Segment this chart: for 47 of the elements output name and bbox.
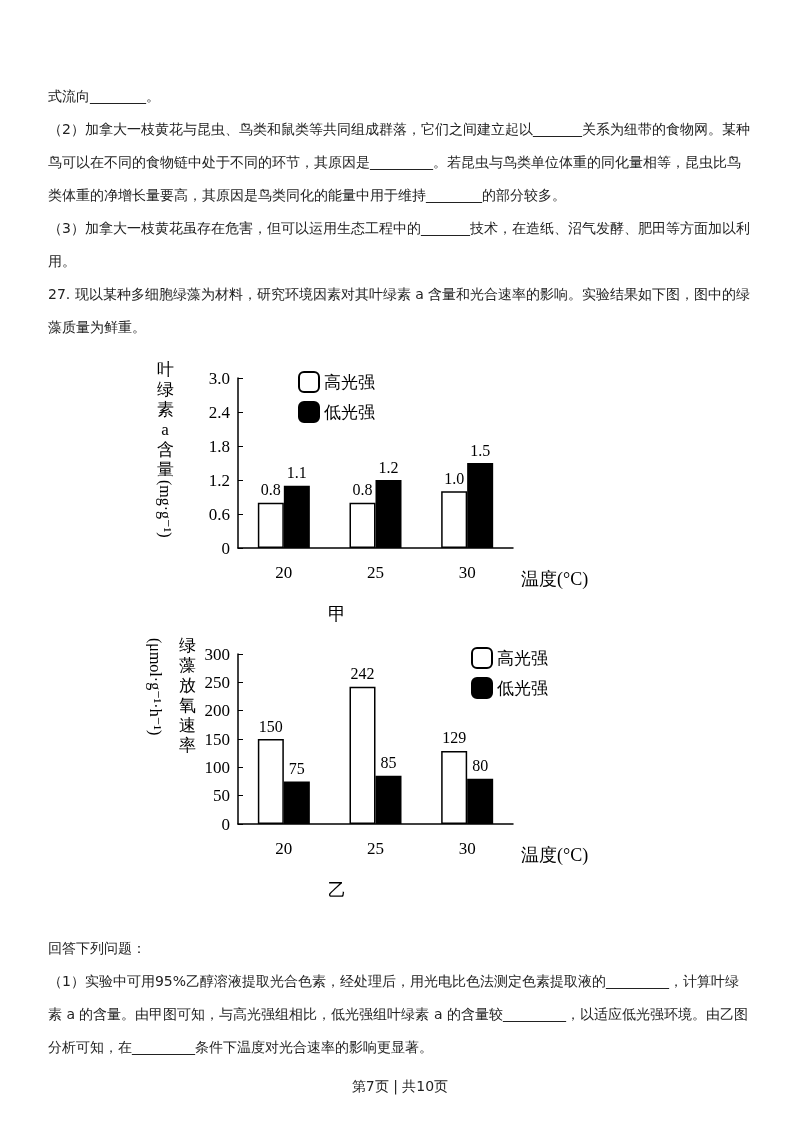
data-label: 75 [288,760,305,777]
text: 甲 [328,604,346,624]
text: 回答下列问题： [48,939,147,958]
x-tick-label: 25 [367,839,384,858]
y-tick-label: 250 [204,672,230,692]
x-tick-label: 20 [275,563,293,582]
y-tick-label: 0 [221,538,230,558]
data-label: 80 [472,757,489,775]
y-tick-label: 3.0 [208,368,230,388]
text: 式流向________。 [48,87,161,106]
data-label: 129 [442,729,467,747]
y-tick-label: 300 [204,644,230,664]
text: （3）加拿大一枝黄花虽存在危害，但可以运用生态工程中的_______技术，在造纸、沼气发酵、肥田等方面加以利用。 [48,220,750,269]
y-tick-label: 1.2 [208,470,230,490]
data-label: 85 [380,754,397,772]
data-label: 150 [258,717,283,735]
text: 第7页 | 共10页 [350,1077,450,1097]
y-axis-title: 叶绿素a含量(mg·g⁻¹) [155,360,175,538]
y-tick-label: 50 [213,786,230,806]
text: 乙 [328,880,346,900]
legend-label: 高光强 [497,648,548,668]
data-label: 1.5 [470,441,491,459]
y-tick-label: 0.6 [208,504,230,524]
y-tick-label: 150 [204,729,230,749]
x-axis-title: 温度(°C) [521,845,589,866]
y-tick-label: 100 [204,757,230,777]
x-axis-title: 温度(°C) [521,569,589,590]
y-tick-label: 200 [204,701,230,721]
data-label: 1.0 [444,469,465,487]
y-tick-label: 2.4 [208,402,231,422]
data-label: 1.1 [286,464,307,482]
x-tick-label: 30 [458,839,476,858]
data-label: 1.2 [378,458,399,476]
y-tick-label: 1.8 [208,436,230,456]
x-tick-label: 25 [367,563,384,582]
data-label: 0.8 [352,481,373,499]
x-tick-label: 30 [458,563,476,582]
text: 27. 现以某种多细胞绿藻为材料，研究环境因素对其叶绿素 a 含量和光合速率的影响。实验结果如下图，图中的绿藻质量为鲜重。 [48,286,751,335]
legend-label: 高光强 [324,372,375,392]
x-tick-label: 20 [275,839,293,858]
legend-label: 低光强 [324,402,375,422]
data-label: 242 [350,665,375,683]
data-label: 0.8 [260,481,281,499]
text: （1）实验中可用95%乙醇溶液提取光合色素，经处理后，用光电比色法测定色素提取液的_________，计算叶绿素 a 的含量。由甲图可知，与高光强组相比，低光强组叶绿素 a 的含量较_________，以适应低光强环境。由乙图分析可知，在_________条件下温度对光合速率的影响更显著。 [48,973,748,1055]
text: （2）加拿大一枝黄花与昆虫、鸟类和鼠类等共同组成群落，它们之间建立起以_______关系为纽带的食物网。某种鸟可以在不同的食物链中处于不同的环节，其原因是_________。若昆虫与鸟类单位体重的同化量相等，昆虫比鸟类体重的净增长量要高，其原因是鸟类同化的能量中用于维持________的部分较多。 [48,121,750,203]
y-tick-label: 0 [221,814,230,834]
legend-label: 低光强 [497,678,548,698]
